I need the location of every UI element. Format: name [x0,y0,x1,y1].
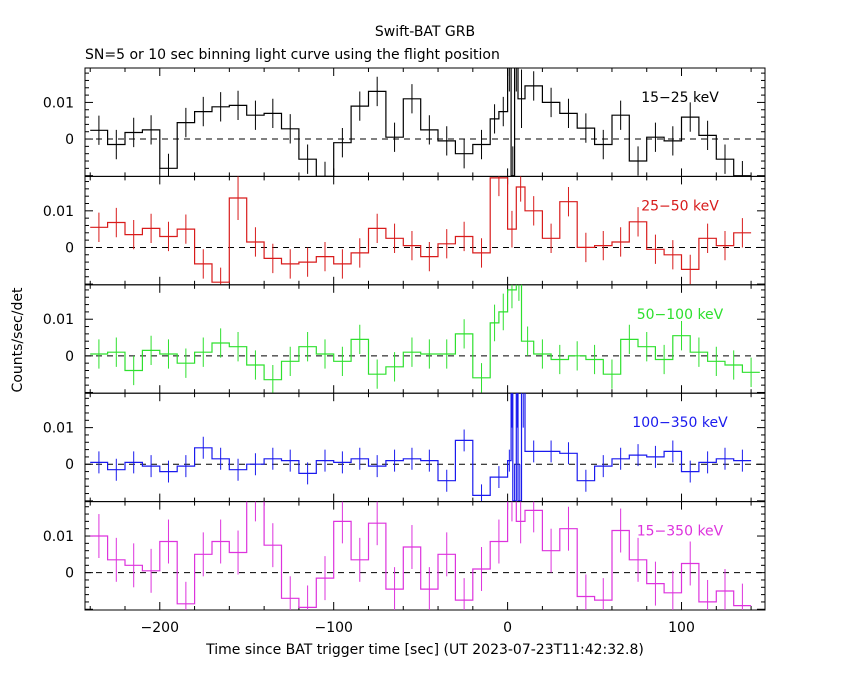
y-tick-label: 0.01 [43,204,74,220]
panel-frame [84,284,766,394]
panel-4: 0 0.01 100−350 keV [43,392,766,503]
series-2 [90,176,752,285]
y-tick-label: 0 [65,566,74,582]
light-curve [90,177,752,283]
y-tick-label: 0 [65,457,74,473]
panel-frame [84,175,766,286]
series-5 [90,501,752,611]
y-tick-label: 0.01 [43,529,74,545]
band-label: 15−350 keV [637,524,724,540]
x-tick-label: −100 [314,620,352,636]
light-curve [90,284,760,381]
band-label: 50−100 keV [637,307,724,323]
series-4 [90,393,752,502]
panel-2: 0 0.01 25−50 keV [43,175,766,286]
y-tick-label: 0 [65,240,74,256]
y-tick-label: 0.01 [43,312,74,328]
band-label: 100−350 keV [632,415,728,431]
y-tick-label: 0.01 [43,421,74,437]
panel-3: 0 0.01 50−100 keV [43,284,766,394]
light-curve [90,501,752,608]
y-tick-label: 0 [65,349,74,365]
x-tick-label: 100 [668,620,695,636]
y-tick-label: 0.01 [43,95,74,111]
series-3 [90,284,760,394]
x-axis-label: Time since BAT trigger time [sec] (UT 20… [205,642,644,658]
band-label: 25−50 keV [641,198,719,214]
band-label: 15−25 keV [641,90,719,106]
x-tick-label: 0 [503,620,512,636]
light-curve [90,393,752,502]
panels-group: 0 0.01 15−25 keV 0 0.01 25−50 keV 0 0.01 50−100 … [43,67,766,636]
panel-5: 0 0.01 15−350 keV −200 −100 0 100 [43,501,766,636]
figure-subtitle: SN=5 or 10 sec binning light curve using… [85,47,500,63]
y-axis-label: Counts/sec/det [10,287,26,392]
x-tick-label: −200 [141,620,179,636]
y-tick-label: 0 [65,132,74,148]
figure-title: Swift-BAT GRB [375,24,475,40]
light-curve [90,68,752,177]
panel-frame [84,392,766,503]
series-1 [90,68,752,177]
panel-frame [84,501,766,611]
